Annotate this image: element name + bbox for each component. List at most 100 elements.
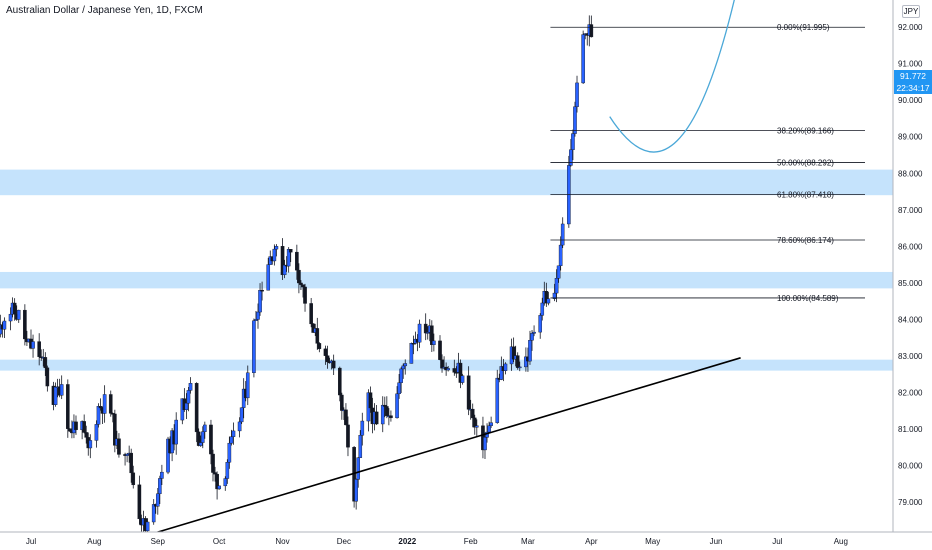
candle — [309, 297, 313, 328]
candle-body — [186, 390, 191, 404]
candle-body — [401, 365, 405, 370]
candle-body — [274, 246, 279, 250]
candle — [532, 325, 536, 337]
candle-body — [556, 265, 561, 279]
trendline[interactable] — [147, 357, 741, 536]
x-tick-label: Feb — [464, 537, 478, 546]
fib-level-label: 78.60%(86.174) — [777, 236, 834, 245]
candle — [213, 466, 217, 482]
currency-button[interactable]: JPY — [902, 5, 920, 18]
candle-body — [280, 246, 285, 276]
candle-body — [385, 406, 389, 416]
candle-body — [399, 368, 403, 383]
fibonacci-retracement[interactable]: -27.20%(94.009)0.00%(91.995)38.20%(89.16… — [550, 0, 865, 303]
candle-body — [524, 356, 528, 368]
candle — [227, 436, 232, 469]
candle — [53, 382, 58, 407]
candle — [560, 217, 565, 249]
candle — [8, 307, 13, 331]
candle-body — [389, 415, 393, 419]
candle-body — [160, 471, 164, 479]
candle-body — [131, 472, 136, 486]
candle-body — [423, 323, 428, 334]
candle — [317, 342, 322, 353]
candle — [432, 333, 436, 352]
x-tick-label: Aug — [834, 537, 848, 546]
candle-body — [552, 292, 557, 299]
candle — [489, 416, 493, 428]
candle-body — [299, 282, 303, 285]
candle — [389, 410, 393, 422]
candle-body — [196, 431, 201, 446]
candle — [458, 359, 463, 389]
candle-body — [43, 357, 48, 369]
x-tick-label: Aug — [87, 537, 101, 546]
y-tick-label: 85.000 — [898, 279, 923, 288]
x-tick-label: May — [645, 537, 660, 546]
candle — [237, 417, 242, 438]
candle-body — [540, 302, 545, 316]
candle — [272, 244, 277, 266]
y-tick-label: 86.000 — [898, 242, 923, 251]
candle-body — [102, 394, 107, 414]
candle-body — [472, 417, 477, 428]
candle — [538, 313, 543, 339]
candle-body — [532, 331, 536, 334]
candle-body — [282, 264, 287, 276]
candle — [303, 283, 307, 312]
candle — [301, 284, 305, 298]
candle-body — [194, 383, 199, 433]
bar-countdown: 22:34:17 — [896, 83, 930, 93]
candle-body — [96, 406, 101, 425]
candle — [102, 385, 107, 423]
candle — [417, 319, 422, 348]
fib-level-label: 61.80%(87.418) — [777, 191, 834, 200]
candle-body — [137, 484, 142, 520]
candle-body — [403, 363, 408, 367]
zone-1[interactable] — [0, 271, 893, 289]
candle — [186, 387, 191, 412]
candle — [380, 396, 385, 433]
zone-0[interactable] — [0, 169, 893, 196]
trendline-layer[interactable] — [147, 357, 741, 536]
candle — [217, 485, 221, 490]
candle-body — [198, 442, 203, 446]
candle — [225, 459, 230, 484]
candle — [166, 436, 170, 475]
candle-body — [331, 360, 336, 369]
candle-body — [438, 340, 442, 360]
candle-body — [395, 393, 399, 419]
candle — [297, 263, 301, 294]
projection-arrow-layer[interactable] — [609, 0, 737, 153]
candle — [245, 365, 250, 406]
candle — [315, 317, 320, 350]
candle — [540, 297, 545, 321]
candle — [374, 404, 379, 425]
candle — [589, 15, 594, 38]
candle — [2, 317, 7, 339]
candle-body — [571, 133, 575, 150]
candle-body — [295, 251, 299, 271]
projection-arrow[interactable] — [609, 0, 737, 153]
candle-body — [430, 325, 434, 345]
candle — [203, 421, 207, 439]
candle — [45, 365, 50, 392]
fib-level-label: 50.00%(88.292) — [777, 159, 834, 168]
candle — [530, 330, 534, 351]
candle — [470, 403, 475, 428]
candle — [546, 291, 551, 306]
candle-body — [528, 340, 532, 362]
candle-body — [417, 323, 422, 343]
candle — [403, 359, 408, 375]
candle-body — [558, 244, 563, 267]
candle — [487, 421, 491, 434]
candle-body — [380, 404, 385, 425]
candle — [499, 356, 504, 381]
candle — [59, 375, 64, 400]
x-tick-label: Mar — [521, 537, 535, 546]
candle — [209, 419, 213, 465]
candle-body — [452, 368, 457, 373]
candle-body — [446, 368, 450, 371]
candle-body — [45, 367, 50, 387]
